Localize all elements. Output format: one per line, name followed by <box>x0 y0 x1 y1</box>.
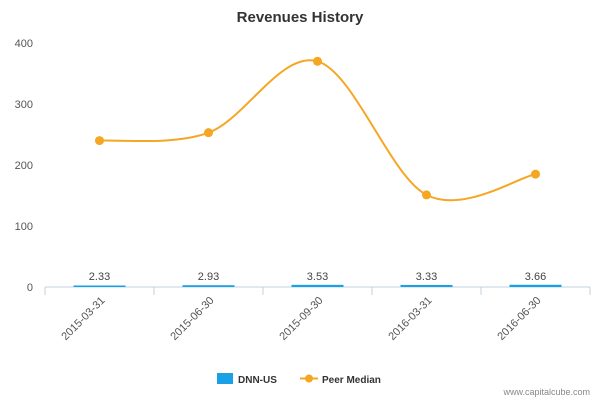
peer-median-point <box>531 169 540 179</box>
y-tick-label: 300 <box>15 99 33 111</box>
peer-median-point <box>313 56 322 66</box>
y-tick-label: 100 <box>15 221 33 233</box>
bar-data-label: 3.33 <box>416 271 437 283</box>
x-tick-label: 2015-06-30 <box>168 295 216 343</box>
x-tick-label: 2016-03-31 <box>386 295 434 343</box>
x-tick-label: 2015-03-31 <box>59 295 107 343</box>
legend-swatch-dnn-us <box>217 373 233 384</box>
bar-dnn-us <box>400 284 453 287</box>
bar-data-label: 2.93 <box>198 271 219 283</box>
y-axis: 0 100 200 300 400 <box>15 38 33 294</box>
y-tick-label: 0 <box>27 282 33 294</box>
legend-marker-peer-median <box>305 374 313 383</box>
legend-label-peer-median: Peer Median <box>322 375 381 386</box>
credit-text: www.capitalcube.com <box>502 387 590 397</box>
peer-median-line <box>99 59 536 202</box>
legend-label-dnn-us: DNN-US <box>238 375 277 386</box>
bar-data-label: 3.66 <box>525 271 546 283</box>
x-axis: 2015-03-31 2015-06-30 2015-09-30 2016-03-31… <box>44 286 591 343</box>
bar-data-label: 2.33 <box>89 271 110 283</box>
bar-series-dnn-us: 2.33 2.93 3.53 3.33 3.66 <box>73 271 562 287</box>
legend: DNN-US Peer Median <box>217 373 381 386</box>
line-series-peer-median <box>95 56 540 202</box>
x-tick-label: 2015-09-30 <box>277 295 325 343</box>
bar-dnn-us <box>73 285 126 287</box>
bar-dnn-us <box>182 285 235 287</box>
bar-data-label: 3.53 <box>307 271 328 283</box>
bar-dnn-us <box>291 284 344 287</box>
peer-median-point <box>95 136 104 146</box>
peer-median-point <box>422 190 431 200</box>
x-tick-label: 2016-06-30 <box>495 295 543 343</box>
y-tick-label: 200 <box>15 160 33 172</box>
peer-median-point <box>204 128 213 138</box>
chart-title: Revenues History <box>237 9 364 26</box>
bar-dnn-us <box>509 284 562 287</box>
y-tick-label: 400 <box>15 38 33 50</box>
